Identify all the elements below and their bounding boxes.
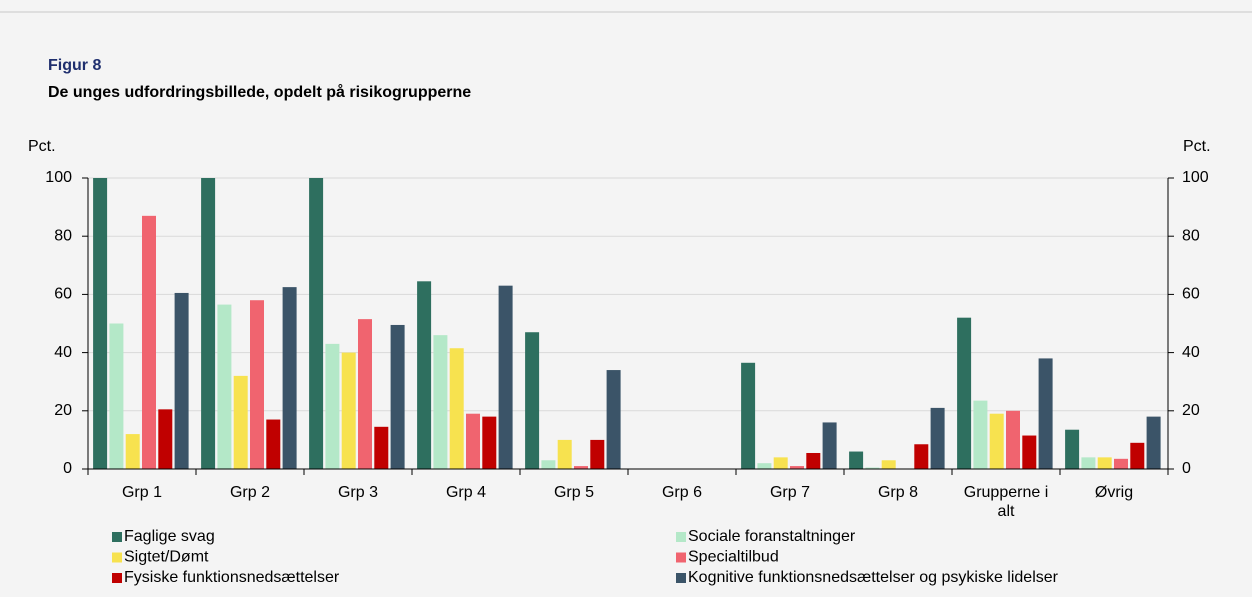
legend-swatch [112, 573, 122, 583]
chart-title: Figur 8 [48, 57, 101, 74]
y-tick-label: 60 [54, 286, 72, 303]
y2-tick-label: 80 [1182, 227, 1200, 244]
bar [557, 439, 572, 469]
bar [309, 178, 324, 469]
legend-swatch [676, 573, 686, 583]
bar [266, 419, 281, 469]
x-tick-label: Grp 7 [769, 484, 810, 501]
x-tick-label: Grp 5 [553, 484, 594, 501]
x-tick-label: Grp 3 [337, 484, 378, 501]
legend-label: Specialtilbud [688, 549, 779, 566]
bar [417, 281, 432, 469]
y2-tick-label: 100 [1182, 169, 1209, 186]
bar [973, 400, 988, 469]
y-tick-label: 100 [45, 169, 72, 186]
bar [881, 460, 896, 469]
bar [233, 375, 248, 469]
bar [606, 370, 621, 469]
legend-label: Sigtet/Dømt [124, 549, 209, 566]
bar [125, 434, 140, 469]
bar [174, 292, 189, 469]
legend-swatch [112, 552, 122, 563]
bar [433, 335, 448, 469]
bar [590, 439, 605, 469]
y2-axis-label: Pct. [1183, 138, 1211, 155]
bar [282, 287, 297, 469]
bar [1097, 457, 1112, 469]
x-tick-label: Grp 1 [121, 484, 162, 501]
bar [109, 323, 124, 469]
bar [790, 466, 804, 469]
x-tick-label: Grp 2 [229, 484, 270, 501]
bar [849, 451, 864, 469]
legend-swatch [112, 532, 122, 542]
bar [93, 178, 108, 469]
bar [773, 457, 788, 469]
bar [142, 215, 156, 469]
bar [541, 460, 556, 469]
bar [201, 178, 216, 469]
bar [1146, 416, 1161, 469]
bar [822, 422, 837, 469]
bar [498, 285, 513, 469]
bar [865, 467, 880, 469]
legend-swatch [676, 552, 686, 563]
y-tick-label: 20 [54, 402, 72, 419]
bar [1065, 429, 1080, 469]
bar [957, 317, 972, 469]
bar [574, 466, 588, 469]
y2-tick-label: 0 [1182, 460, 1191, 477]
bar [1130, 442, 1145, 469]
bar [374, 426, 389, 469]
x-tick-label: Grp 8 [877, 484, 918, 501]
bar [914, 444, 929, 469]
bar [1114, 458, 1128, 469]
x-tick-label: Grp 6 [661, 484, 702, 501]
bar [158, 409, 173, 469]
bar [1006, 410, 1020, 469]
bar [989, 413, 1004, 469]
bar [390, 324, 405, 469]
bar [525, 332, 540, 469]
bar [930, 407, 945, 469]
bar [1038, 358, 1053, 469]
y-tick-label: 0 [63, 460, 72, 477]
bar [325, 343, 340, 469]
bar [358, 319, 372, 469]
chart-subtitle: De unges udfordringsbillede, opdelt på r… [48, 83, 471, 101]
y2-tick-label: 60 [1182, 286, 1200, 303]
bar [1081, 457, 1096, 469]
bar [482, 416, 497, 469]
bar [757, 463, 772, 469]
bar [217, 304, 232, 469]
x-tick-label: Grp 4 [445, 484, 486, 501]
legend-label: Fysiske funktionsnedsættelser [124, 569, 340, 586]
bar [250, 300, 264, 469]
legend-label: Kognitive funktionsnedsættelser og psyki… [688, 569, 1059, 586]
bar [466, 413, 480, 469]
bar [1022, 435, 1037, 469]
y-axis-label: Pct. [28, 138, 56, 155]
legend-label: Faglige svag [124, 528, 215, 545]
y2-tick-label: 20 [1182, 402, 1200, 419]
bar [341, 352, 356, 469]
bar [806, 452, 821, 469]
y-tick-label: 40 [54, 344, 72, 361]
y-tick-label: 80 [54, 227, 72, 244]
legend-label: Sociale foranstaltninger [688, 528, 856, 545]
bar [449, 348, 464, 469]
x-tick-label: Øvrig [1094, 484, 1134, 501]
y2-tick-label: 40 [1182, 344, 1200, 361]
legend-swatch [676, 532, 686, 542]
bar [741, 362, 756, 469]
x-tick-label: Grupperne i alt [963, 484, 1049, 520]
